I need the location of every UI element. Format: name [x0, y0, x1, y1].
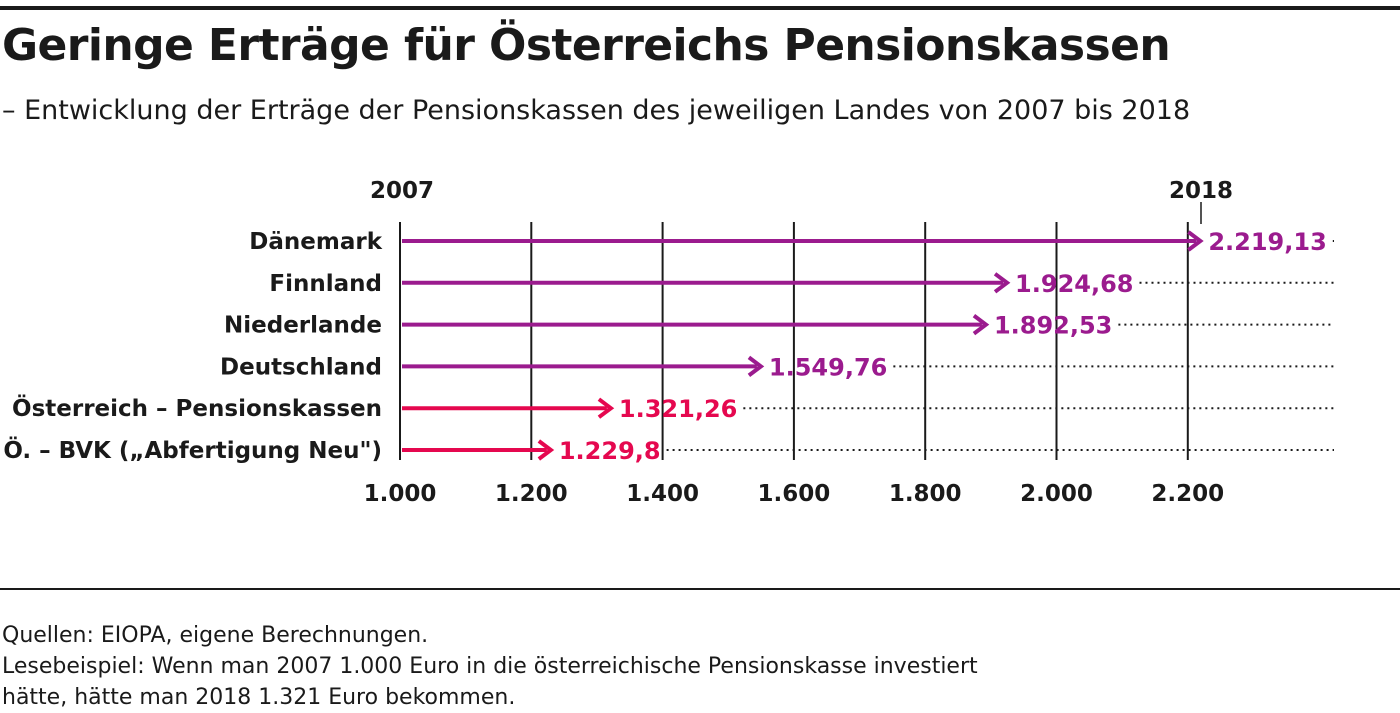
reading-example-line-2: hätte, hätte man 2018 1.321 Euro bekomme…: [2, 685, 516, 710]
x-tick-label: 1.000: [364, 481, 437, 507]
category-label: Niederlande: [224, 313, 382, 339]
grid-layer: 1.000 1.200 1.400 1.600 1.800 2.000 2.200: [364, 222, 1224, 507]
x-tick-label: 2.200: [1151, 481, 1224, 507]
bars-layer: Dänemark 2.219,13 Finnland 1.924,68 Niederla…: [3, 228, 1326, 465]
footer: Quellen: EIOPA, eigene Berechnungen. Les…: [2, 620, 978, 713]
category-label: Finnland: [269, 271, 382, 297]
value-label: 2.219,13: [1208, 228, 1326, 256]
value-label: 1.549,76: [769, 353, 887, 381]
top-rule: [0, 6, 1400, 10]
source-note: Quellen: EIOPA, eigene Berechnungen.: [2, 623, 429, 648]
value-label: 1.321,26: [619, 395, 737, 423]
chart-title: Geringe Erträge für Österreichs Pensions…: [2, 20, 1171, 71]
start-year-label: 2007: [370, 178, 434, 204]
category-label: Deutschland: [220, 354, 382, 380]
chart-subtitle: – Entwicklung der Erträge der Pensionska…: [2, 95, 1191, 126]
x-tick-label: 1.800: [889, 481, 962, 507]
bar-arrowhead: [597, 397, 615, 419]
x-tick-label: 1.400: [626, 481, 699, 507]
bar-arrowhead: [1187, 230, 1204, 252]
dotted-guides: [666, 240, 1334, 451]
value-label: 1.924,68: [1015, 270, 1133, 298]
x-tick-label: 2.000: [1020, 481, 1093, 507]
category-label: Ö. – BVK („Abfertigung Neu"): [3, 436, 382, 464]
category-label: Dänemark: [249, 229, 382, 255]
bar-arrowhead: [747, 355, 765, 377]
bar-chart: 1.000 1.200 1.400 1.600 1.800 2.000 2.200 Däne…: [3, 178, 1334, 507]
bar-arrowhead: [972, 314, 990, 336]
value-label: 1.229,8: [559, 437, 661, 465]
bottom-rule: [0, 588, 1400, 590]
end-year-label: 2018: [1169, 178, 1233, 204]
bar-arrowhead: [537, 439, 555, 461]
category-label: Österreich – Pensionskassen: [12, 394, 382, 422]
x-tick-label: 1.600: [758, 481, 831, 507]
x-tick-label: 1.200: [495, 481, 568, 507]
reading-example-line-1: Lesebeispiel: Wenn man 2007 1.000 Euro i…: [2, 654, 978, 679]
value-label: 1.892,53: [994, 312, 1112, 340]
bar-arrowhead: [993, 272, 1011, 294]
